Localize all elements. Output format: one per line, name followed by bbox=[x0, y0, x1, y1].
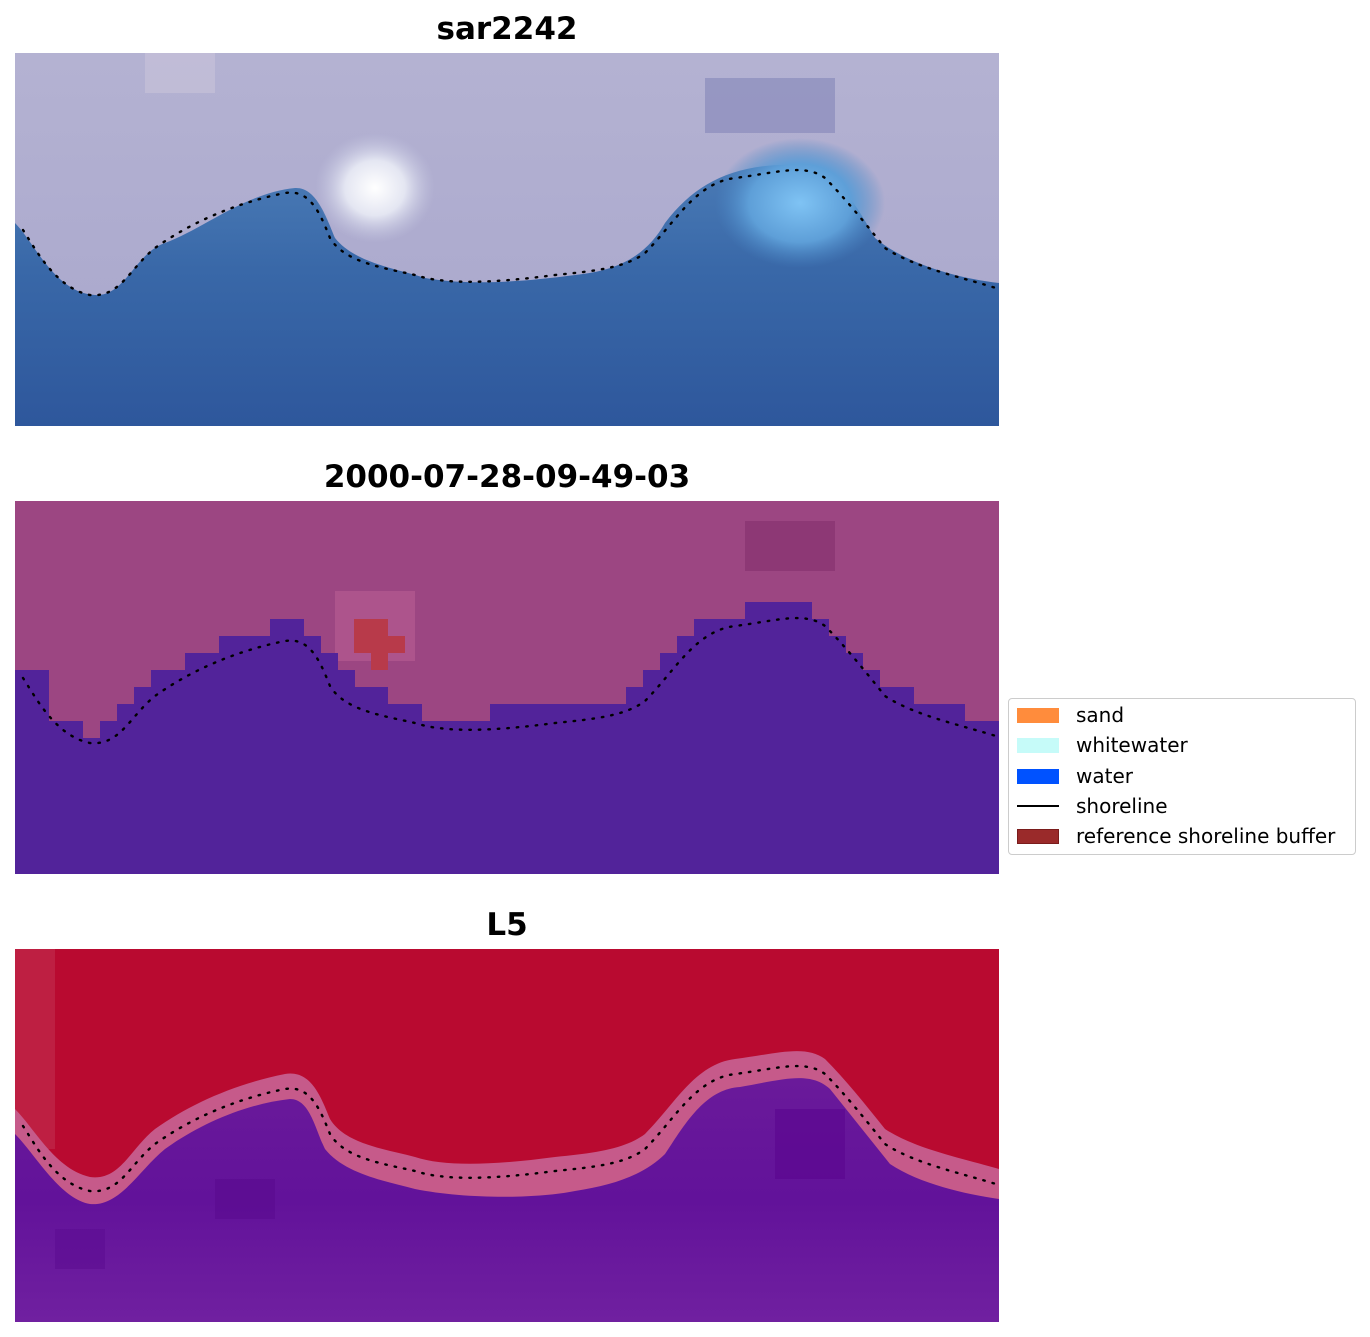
classified-image-panel bbox=[15, 501, 999, 874]
panel-title-classified: 2000-07-28-09-49-03 bbox=[323, 459, 691, 495]
legend-swatch-whitewater bbox=[1017, 737, 1059, 753]
rgb-image-panel bbox=[15, 53, 999, 426]
legend-item-water: water bbox=[1017, 764, 1133, 788]
legend-label-shoreline: shoreline bbox=[1076, 794, 1168, 818]
shoreline-dots-1 bbox=[21, 168, 999, 297]
rgb-image bbox=[15, 53, 999, 426]
legend-label-whitewater: whitewater bbox=[1076, 733, 1188, 757]
legend-item-shoreline: shoreline bbox=[1017, 794, 1168, 818]
legend-item-sand: sand bbox=[1017, 703, 1125, 727]
index-image-panel bbox=[15, 949, 999, 1322]
legend-swatch-shoreline bbox=[1017, 805, 1059, 807]
buffer-class-region bbox=[354, 619, 405, 670]
shoreline-dots-2 bbox=[21, 616, 999, 745]
legend-label-buffer: reference shoreline buffer bbox=[1076, 824, 1336, 848]
legend-label-sand: sand bbox=[1076, 703, 1125, 727]
legend-swatch-buffer bbox=[1017, 828, 1059, 844]
legend-item-whitewater: whitewater bbox=[1017, 733, 1188, 757]
classified-image bbox=[15, 501, 999, 874]
legend-label-water: water bbox=[1076, 764, 1133, 788]
index-image bbox=[15, 949, 999, 1322]
water-class-region bbox=[15, 602, 999, 874]
legend-swatch-water bbox=[1017, 768, 1059, 784]
panel-title-rgb: sar2242 bbox=[436, 11, 578, 47]
legend-swatch-sand bbox=[1017, 707, 1059, 723]
shoreline-dots-3 bbox=[21, 1064, 999, 1193]
legend: sand whitewater water shoreline referenc… bbox=[1008, 698, 1356, 855]
legend-item-buffer: reference shoreline buffer bbox=[1017, 824, 1336, 848]
panel-title-index: L5 bbox=[486, 907, 528, 943]
